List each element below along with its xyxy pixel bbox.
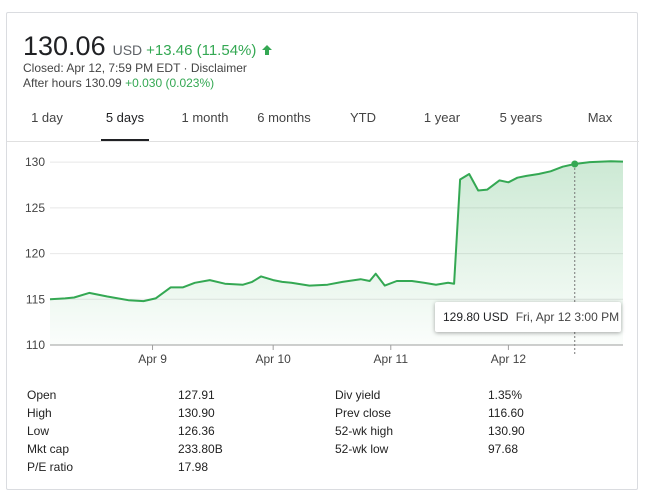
currency: USD bbox=[112, 42, 143, 58]
current-price: 130.06 bbox=[23, 31, 106, 61]
stat-value: 126.36 bbox=[178, 424, 215, 438]
stat-52-wk-low: 52-wk low 97.68 bbox=[335, 440, 625, 458]
price-change: +13.46 (11.54%) bbox=[146, 42, 257, 59]
stat-label: Mkt cap bbox=[27, 442, 70, 456]
stat-value: 127.91 bbox=[178, 388, 215, 402]
stat-value: 1.35% bbox=[488, 388, 523, 402]
x-tick-label: Apr 11 bbox=[374, 352, 409, 366]
stat-high: High 130.90 bbox=[27, 404, 327, 422]
stock-card: 130.06 USD +13.46 (11.54%) Closed: Apr 1… bbox=[6, 12, 639, 490]
tab-label: 5 days bbox=[105, 110, 145, 125]
tab-5-years[interactable]: 5 years bbox=[494, 108, 548, 141]
after-hours-change: +0.030 (0.023%) bbox=[125, 76, 215, 90]
stat-value: 116.60 bbox=[488, 406, 524, 420]
stat-value: 97.68 bbox=[488, 442, 519, 456]
price-line bbox=[49, 160, 624, 303]
tab-1-year[interactable]: 1 year bbox=[419, 108, 465, 141]
stat-open: Open 127.91 bbox=[27, 386, 327, 404]
tab-label: Max bbox=[587, 110, 613, 125]
stat-prev-close: Prev close 116.60 bbox=[335, 404, 625, 422]
range-tabs: 1 day 5 days 1 month 6 months YTD 1 year 5 yea… bbox=[7, 108, 639, 142]
stat-label: 52-wk high bbox=[335, 424, 394, 438]
y-tick-label: 125 bbox=[25, 201, 45, 215]
hover-point bbox=[571, 160, 579, 168]
stat-52-wk-high: 52-wk high 130.90 bbox=[335, 422, 625, 440]
y-tick-label: 120 bbox=[25, 247, 45, 261]
tooltip-date: Fri, Apr 12 3:00 PM bbox=[515, 310, 620, 324]
x-tick-label: Apr 10 bbox=[255, 352, 291, 366]
tab-label: 6 months bbox=[257, 110, 311, 125]
stat-value: 130.90 bbox=[178, 406, 215, 420]
stat-mkt-cap: Mkt cap 233.80B bbox=[27, 440, 327, 458]
chart-tooltip: 129.80 USD Fri, Apr 12 3:00 PM bbox=[435, 302, 621, 332]
tab-label: 5 years bbox=[499, 110, 543, 125]
tab-5-days[interactable]: 5 days bbox=[101, 108, 149, 141]
stats-right: Div yield 1.35% Prev close 116.60 52-wk high… bbox=[335, 386, 625, 458]
up-arrow-icon bbox=[262, 45, 273, 55]
y-tick-label: 115 bbox=[26, 292, 45, 306]
stat-p-e-ratio: P/E ratio 17.98 bbox=[27, 458, 327, 476]
tab-max[interactable]: Max bbox=[580, 108, 620, 141]
stat-value: 233.80B bbox=[178, 442, 223, 456]
price-area bbox=[50, 161, 623, 345]
tab-1-month[interactable]: 1 month bbox=[176, 108, 234, 141]
after-hours-price: After hours 130.09 bbox=[23, 76, 122, 90]
x-tick-label: Apr 12 bbox=[491, 352, 527, 366]
stat-label: Low bbox=[27, 424, 50, 438]
x-tick-label: Apr 9 bbox=[138, 352, 167, 366]
tab-ytd[interactable]: YTD bbox=[343, 108, 383, 141]
stat-low: Low 126.36 bbox=[27, 422, 327, 440]
stat-label: 52-wk low bbox=[335, 442, 389, 456]
tab-1-day[interactable]: 1 day bbox=[22, 108, 72, 141]
stat-label: Div yield bbox=[335, 388, 381, 402]
closed-status: Closed: Apr 12, 7:59 PM EDT · Disclaimer bbox=[23, 61, 247, 75]
stat-label: High bbox=[27, 406, 52, 420]
price-row: 130.06 USD +13.46 (11.54%) bbox=[23, 31, 273, 62]
tooltip-price: 129.80 USD bbox=[443, 310, 509, 324]
stat-label: Open bbox=[27, 388, 57, 402]
stat-label: P/E ratio bbox=[27, 460, 74, 474]
stat-value: 17.98 bbox=[178, 460, 209, 474]
after-hours: After hours 130.09 +0.030 (0.023%) bbox=[23, 76, 214, 90]
y-tick-label: 130 bbox=[25, 155, 45, 169]
active-tab-indicator bbox=[101, 139, 149, 141]
stat-label: Prev close bbox=[335, 406, 392, 420]
stat-div-yield: Div yield 1.35% bbox=[335, 386, 625, 404]
price-chart: 110 115 120 125 130 Apr 9 Apr 10 Apr 11 Apr 12 bbox=[25, 155, 624, 366]
y-tick-label: 110 bbox=[26, 338, 45, 352]
stat-value: 130.90 bbox=[488, 424, 525, 438]
tab-label: 1 month bbox=[181, 110, 229, 125]
tab-label: YTD bbox=[350, 110, 376, 125]
stats-left: Open 127.91 High 130.90 Low 126.36 Mkt cap 233.… bbox=[27, 386, 327, 476]
tab-6-months[interactable]: 6 months bbox=[250, 108, 318, 141]
tab-label: 1 year bbox=[423, 110, 461, 125]
tab-label: 1 day bbox=[31, 110, 63, 125]
